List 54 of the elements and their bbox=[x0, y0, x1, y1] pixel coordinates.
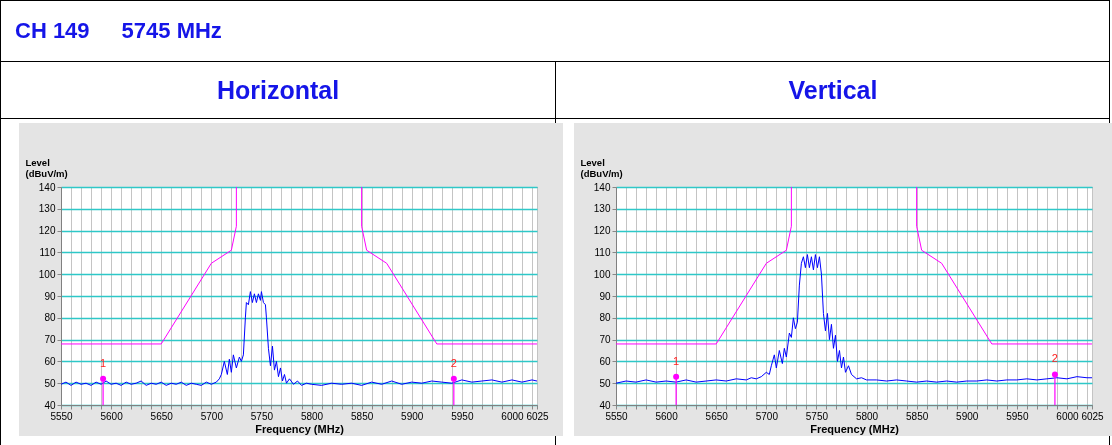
y-tick-label: 40 bbox=[599, 399, 611, 411]
text: CH 149 bbox=[15, 18, 90, 44]
x-tick-label: 5750 bbox=[805, 410, 829, 422]
y-tick-label: 50 bbox=[44, 377, 56, 389]
chart-title: Horizontal bbox=[1, 62, 555, 119]
annotation: 1 bbox=[100, 356, 107, 369]
text: 5745 MHz bbox=[121, 18, 222, 44]
x-tick-label: 5650 bbox=[705, 410, 729, 422]
y-tick-label: 120 bbox=[38, 225, 56, 237]
x-tick-label: 5600 bbox=[100, 410, 124, 422]
x-axis-title: Frequency (MHz) bbox=[255, 422, 345, 435]
x-tick-label: 5700 bbox=[755, 410, 779, 422]
y-tick-label: 130 bbox=[38, 203, 56, 215]
y-tick-label: 100 bbox=[38, 268, 56, 280]
y-tick-label: 140 bbox=[593, 181, 611, 193]
y-tick-label: 120 bbox=[593, 225, 611, 237]
x-tick-label: 6000 bbox=[1056, 410, 1080, 422]
y-tick-label: 110 bbox=[39, 246, 56, 258]
x-tick-label: 5800 bbox=[300, 410, 324, 422]
x-tick-label: 6000 bbox=[501, 410, 525, 422]
x-tick-label: 6025 bbox=[526, 410, 550, 422]
x-tick-label: 5550 bbox=[50, 410, 74, 422]
y-tick-label: 60 bbox=[44, 355, 56, 367]
y-tick-label: 50 bbox=[599, 377, 611, 389]
x-axis-title: Frequency (MHz) bbox=[810, 422, 900, 435]
y-axis-title: Level (dBuV/m) bbox=[25, 156, 68, 179]
y-tick-label: 130 bbox=[593, 203, 611, 215]
y-tick-label: 90 bbox=[44, 290, 56, 302]
y-tick-label: 60 bbox=[599, 355, 611, 367]
y-axis-title: Level (dBuV/m) bbox=[580, 156, 623, 179]
x-tick-label: 5950 bbox=[451, 410, 474, 422]
x-tick-label: 5900 bbox=[401, 410, 424, 422]
y-tick-label: 70 bbox=[599, 334, 611, 346]
y-tick-label: 90 bbox=[599, 290, 611, 302]
x-tick-label: 5650 bbox=[150, 410, 174, 422]
y-tick-label: 80 bbox=[44, 312, 56, 324]
y-tick-label: 140 bbox=[38, 181, 56, 193]
x-tick-label: 6025 bbox=[1081, 410, 1105, 422]
y-tick-label: 110 bbox=[594, 246, 611, 258]
y-tick-label: 40 bbox=[44, 399, 56, 411]
x-tick-label: 5600 bbox=[655, 410, 679, 422]
annotation: 1 bbox=[673, 354, 680, 367]
chart-title: Vertical bbox=[556, 62, 1110, 119]
y-tick-label: 80 bbox=[599, 312, 611, 324]
x-tick-label: 5850 bbox=[351, 410, 374, 422]
x-tick-label: 5850 bbox=[906, 410, 929, 422]
x-tick-label: 5550 bbox=[605, 410, 629, 422]
y-tick-label: 70 bbox=[44, 334, 56, 346]
x-tick-label: 5700 bbox=[200, 410, 224, 422]
x-tick-label: 5750 bbox=[250, 410, 274, 422]
x-tick-label: 5800 bbox=[855, 410, 879, 422]
y-tick-label: 100 bbox=[593, 268, 611, 280]
x-tick-label: 5950 bbox=[1006, 410, 1029, 422]
x-tick-label: 5900 bbox=[956, 410, 979, 422]
